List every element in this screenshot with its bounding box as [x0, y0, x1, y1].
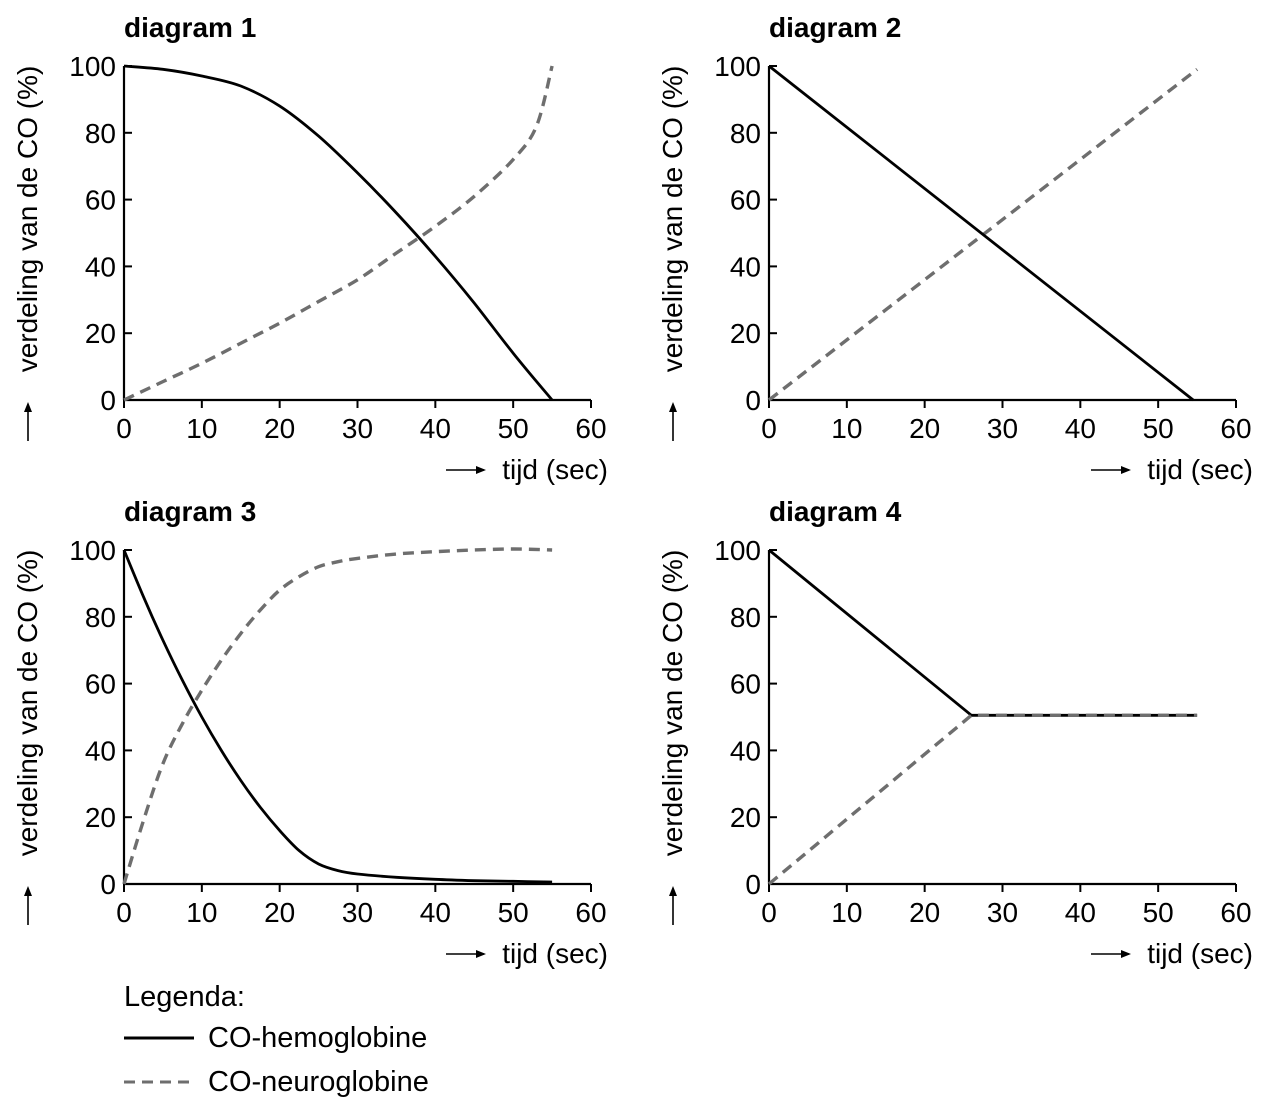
y-tick-label: 80: [730, 118, 761, 149]
x-tick-label: 30: [987, 413, 1018, 444]
series-line-neuroglobine: [123, 65, 554, 402]
y-axis-label: verdeling van de CO (%): [12, 550, 43, 857]
y-axis-arrowhead: [669, 402, 677, 412]
y-tick-label: 0: [745, 869, 761, 900]
y-axis-arrowhead: [24, 402, 32, 412]
chart-title: diagram 3: [124, 496, 256, 527]
legend-title: Legenda:: [124, 981, 245, 1013]
x-axis-arrowhead: [476, 950, 486, 958]
y-tick-label: 60: [85, 185, 116, 216]
x-axis-arrowhead: [1121, 950, 1131, 958]
x-tick-label: 20: [264, 413, 295, 444]
series-line-hemoglobine: [768, 548, 1198, 717]
y-tick-label: 60: [730, 669, 761, 700]
x-axis-arrowhead: [476, 466, 486, 474]
y-tick-label: 100: [714, 51, 761, 82]
x-tick-label: 10: [831, 413, 862, 444]
chart-panel-4: diagram 4 0 10 20 30 40 50 60 0 20 40 60 80 100 verdel…: [657, 496, 1253, 969]
x-tick-label: 30: [342, 897, 373, 928]
y-tick-label: 20: [85, 802, 116, 833]
y-axis-label: verdeling van de CO (%): [12, 66, 43, 373]
x-tick-label: 60: [1220, 897, 1251, 928]
y-tick-label: 100: [714, 535, 761, 566]
series-line-neuroglobine: [122, 547, 553, 885]
x-tick-label: 50: [1143, 413, 1174, 444]
x-tick-label: 10: [831, 897, 862, 928]
y-tick-label: 60: [85, 669, 116, 700]
y-tick-label: 40: [85, 251, 116, 282]
x-axis-label: tijd (sec): [1147, 454, 1253, 485]
y-axis-arrowhead: [24, 886, 32, 896]
x-tick-label: 30: [342, 413, 373, 444]
x-tick-label: 10: [186, 897, 217, 928]
x-tick-label: 10: [186, 413, 217, 444]
chart-title: diagram 4: [769, 496, 902, 527]
y-tick-label: 20: [85, 318, 116, 349]
y-axis-label: verdeling van de CO (%): [657, 66, 688, 373]
x-tick-label: 30: [987, 897, 1018, 928]
y-tick-label: 100: [69, 535, 116, 566]
y-tick-label: 0: [100, 385, 116, 416]
x-tick-label: 50: [498, 897, 529, 928]
x-tick-label: 40: [420, 413, 451, 444]
legend-label-hemoglobine: CO-hemoglobine: [208, 1022, 427, 1054]
x-tick-label: 60: [575, 897, 606, 928]
y-tick-label: 40: [85, 735, 116, 766]
y-tick-label: 80: [730, 602, 761, 633]
legend-label-neuroglobine: CO-neuroglobine: [208, 1066, 429, 1098]
x-axis-arrowhead: [1121, 466, 1131, 474]
x-tick-label: 60: [1220, 413, 1251, 444]
chart-panel-2: diagram 2 0 10 20 30 40 50 60 0 20 40 60 80 100 verdel…: [657, 12, 1253, 485]
x-tick-label: 0: [116, 897, 132, 928]
chart-title: diagram 1: [124, 12, 256, 43]
y-tick-label: 20: [730, 802, 761, 833]
x-tick-label: 20: [909, 897, 940, 928]
x-tick-label: 40: [1065, 413, 1096, 444]
x-tick-label: 60: [575, 413, 606, 444]
x-axis-label: tijd (sec): [502, 454, 608, 485]
chart-title: diagram 2: [769, 12, 901, 43]
y-tick-label: 0: [100, 869, 116, 900]
x-tick-label: 50: [498, 413, 529, 444]
x-tick-label: 0: [761, 413, 777, 444]
y-tick-label: 0: [745, 385, 761, 416]
y-tick-label: 40: [730, 735, 761, 766]
x-tick-label: 40: [1065, 897, 1096, 928]
y-axis-label: verdeling van de CO (%): [657, 550, 688, 857]
series-line-hemoglobine: [123, 64, 554, 401]
series-line-hemoglobine: [768, 64, 1195, 402]
x-tick-label: 50: [1143, 897, 1174, 928]
x-tick-label: 0: [116, 413, 132, 444]
series-line-neuroglobine: [767, 713, 1198, 886]
x-axis-label: tijd (sec): [1147, 938, 1253, 969]
y-tick-label: 80: [85, 118, 116, 149]
y-axis-arrowhead: [669, 886, 677, 896]
y-tick-label: 60: [730, 185, 761, 216]
x-axis-label: tijd (sec): [502, 938, 608, 969]
y-tick-label: 20: [730, 318, 761, 349]
y-tick-label: 100: [69, 51, 116, 82]
y-tick-label: 80: [85, 602, 116, 633]
x-tick-label: 20: [909, 413, 940, 444]
x-tick-label: 40: [420, 897, 451, 928]
legend: Legenda: CO-hemoglobine CO-neuroglobine: [124, 981, 429, 1098]
series-line-hemoglobine: [122, 549, 553, 884]
chart-panel-3: diagram 3 0 10 20 30 40 50 60 0 20 40 60 80 100 verdel…: [12, 496, 608, 969]
chart-panel-1: diagram 1 0 10 20 30 40 50 60 0 20 40 60 80 100 verdel…: [12, 12, 608, 485]
x-tick-label: 0: [761, 897, 777, 928]
y-tick-label: 40: [730, 251, 761, 282]
x-tick-label: 20: [264, 897, 295, 928]
